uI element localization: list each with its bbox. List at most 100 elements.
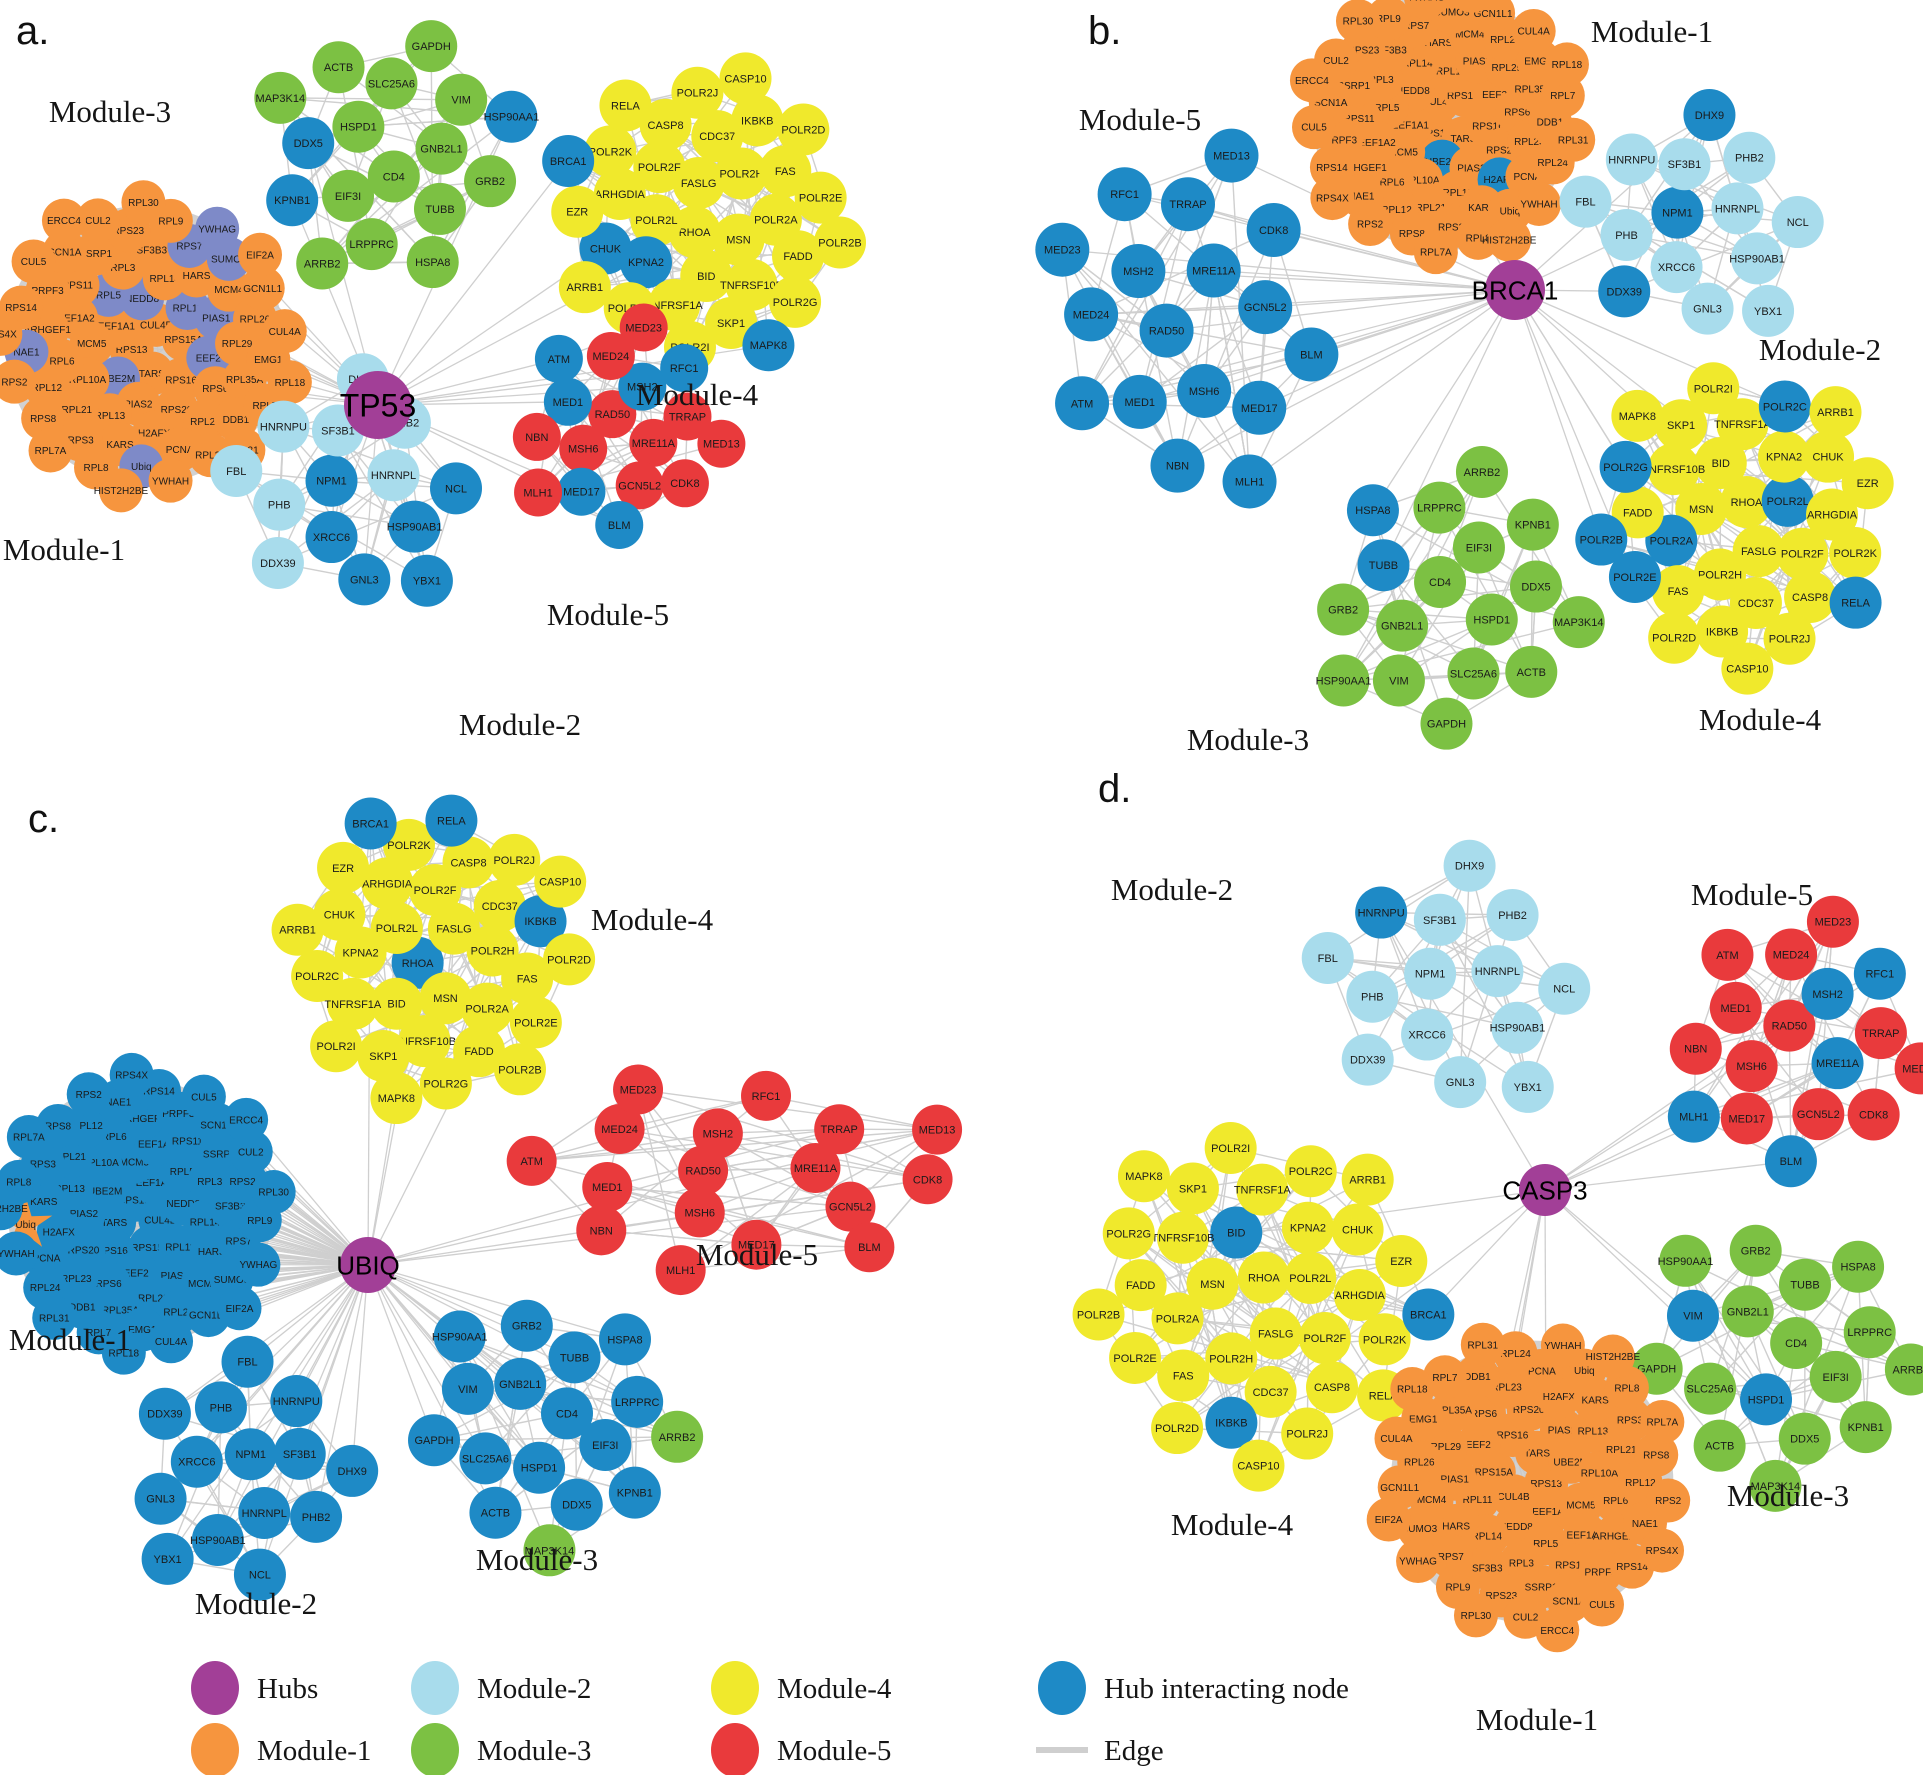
node-ERCC4[interactable]: ERCC4	[1289, 58, 1334, 103]
hub-node-CASP3[interactable]: CASP3	[1502, 1164, 1588, 1216]
node-CASP10[interactable]: CASP10	[719, 52, 772, 105]
node-TRRAP[interactable]: TRRAP	[1854, 1007, 1907, 1060]
node-DDX5[interactable]: DDX5	[1509, 560, 1562, 613]
node-POLR2I[interactable]: POLR2I	[1687, 362, 1740, 415]
node-HNRNPL[interactable]: HNRNPL	[1711, 182, 1764, 235]
node-CDK8[interactable]: CDK8	[902, 1154, 953, 1205]
node-RPL7A[interactable]: RPL7A	[1413, 230, 1458, 275]
node-SKP1[interactable]: SKP1	[1166, 1162, 1219, 1215]
node-HNRNPL[interactable]: HNRNPL	[1471, 945, 1524, 998]
node-RPS4X[interactable]: RPS4X	[1310, 176, 1355, 221]
node-RPL18[interactable]: RPL18	[267, 360, 312, 405]
node-PHB[interactable]: PHB	[194, 1381, 247, 1434]
node-BRCA1[interactable]: BRCA1	[1402, 1288, 1455, 1341]
node-HNRNPU[interactable]: HNRNPU	[257, 400, 310, 453]
node-KPNB1[interactable]: KPNB1	[1839, 1401, 1892, 1454]
node-NCL[interactable]: NCL	[430, 462, 483, 515]
node-DDX5[interactable]: DDX5	[550, 1478, 603, 1531]
node-GNL3[interactable]: GNL3	[1434, 1056, 1487, 1109]
node-GRB2[interactable]: GRB2	[464, 155, 517, 208]
node-RAD50[interactable]: RAD50	[1139, 303, 1194, 358]
node-RPL30[interactable]: RPL30	[1453, 1593, 1498, 1638]
node-EIF2A[interactable]: EIF2A	[217, 1286, 262, 1331]
node-GAPDH[interactable]: GAPDH	[405, 20, 458, 73]
node-HSPD1[interactable]: HSPD1	[332, 100, 385, 153]
node-MAP3K14[interactable]: MAP3K14	[254, 71, 307, 124]
node-CASP10[interactable]: CASP10	[1232, 1439, 1285, 1492]
node-RPL7A[interactable]: RPL7A	[28, 428, 73, 473]
node-SF3B1[interactable]: SF3B1	[1413, 893, 1466, 946]
node-DDX5[interactable]: DDX5	[282, 117, 335, 170]
node-POLR2D[interactable]: POLR2D	[1648, 611, 1701, 664]
node-MAP3K14[interactable]: MAP3K14	[1552, 596, 1605, 649]
node-BLM[interactable]: BLM	[1284, 327, 1339, 382]
node-MSH6[interactable]: MSH6	[674, 1187, 725, 1238]
node-POLR2E[interactable]: POLR2E	[509, 996, 562, 1049]
node-TUBB[interactable]: TUBB	[413, 182, 466, 235]
node-MED17[interactable]: MED17	[557, 467, 606, 516]
node-GNL3[interactable]: GNL3	[134, 1472, 187, 1525]
node-YWHAG[interactable]: YWHAG	[1396, 1539, 1441, 1584]
node-NBN[interactable]: NBN	[1669, 1022, 1722, 1075]
node-CUL5[interactable]: CUL5	[1291, 105, 1336, 150]
node-POLR2J[interactable]: POLR2J	[1281, 1407, 1334, 1460]
node-RPS2[interactable]: RPS2	[1646, 1478, 1691, 1523]
node-CUL5[interactable]: CUL5	[181, 1074, 226, 1119]
node-EIF2A[interactable]: EIF2A	[238, 232, 283, 277]
node-ACTB[interactable]: ACTB	[1505, 645, 1558, 698]
node-RPL18[interactable]: RPL18	[1544, 42, 1589, 87]
node-CASP10[interactable]: CASP10	[534, 855, 587, 908]
node-XRCC6[interactable]: XRCC6	[1401, 1008, 1454, 1061]
node-POLR2F[interactable]: POLR2F	[1298, 1312, 1351, 1365]
node-GNL3[interactable]: GNL3	[338, 553, 391, 606]
node-PHB[interactable]: PHB	[253, 478, 306, 531]
node-PHB2[interactable]: PHB2	[1723, 131, 1776, 184]
node-POLR2B[interactable]: POLR2B	[1575, 513, 1628, 566]
node-POLR2L[interactable]: POLR2L	[1761, 474, 1814, 527]
node-HNRNPL[interactable]: HNRNPL	[238, 1486, 291, 1539]
node-SLC25A6[interactable]: SLC25A6	[365, 57, 418, 110]
node-DHX9[interactable]: DHX9	[326, 1444, 379, 1497]
node-NCL[interactable]: NCL	[1538, 962, 1591, 1015]
node-FBL[interactable]: FBL	[221, 1335, 274, 1388]
node-TRRAP[interactable]: TRRAP	[1160, 177, 1215, 232]
node-HSPA8[interactable]: HSPA8	[1346, 484, 1399, 537]
node-POLR2D[interactable]: POLR2D	[777, 103, 830, 156]
node-GNB2L1[interactable]: GNB2L1	[494, 1357, 547, 1410]
node-ARRB2[interactable]: ARRB2	[651, 1410, 704, 1463]
node-ARRB1[interactable]: ARRB1	[1341, 1153, 1394, 1206]
node-NBN[interactable]: NBN	[512, 412, 561, 461]
node-RPS2[interactable]: RPS2	[1348, 201, 1393, 246]
node-KPNA2[interactable]: KPNA2	[1281, 1201, 1334, 1254]
node-EIF2A[interactable]: EIF2A	[1366, 1497, 1411, 1542]
node-LRPPRC[interactable]: LRPPRC	[345, 218, 398, 271]
node-MLH1[interactable]: MLH1	[1667, 1090, 1720, 1143]
node-POLR2G[interactable]: POLR2G	[769, 275, 822, 328]
node-HSP90AA1[interactable]: HSP90AA1	[484, 90, 540, 143]
node-SLC25A6[interactable]: SLC25A6	[1447, 647, 1500, 700]
node-CASP8[interactable]: CASP8	[1305, 1361, 1358, 1414]
node-CDK8[interactable]: CDK8	[1246, 203, 1301, 258]
node-LRPPRC[interactable]: LRPPRC	[1413, 481, 1466, 534]
node-POLR2J[interactable]: POLR2J	[488, 833, 541, 886]
node-ARRB2[interactable]: ARRB2	[1455, 445, 1508, 498]
node-EZR[interactable]: EZR	[1375, 1235, 1428, 1288]
node-POLR2E[interactable]: POLR2E	[794, 171, 847, 224]
node-ARRB1[interactable]: ARRB1	[558, 261, 611, 314]
node-CHUK[interactable]: CHUK	[1331, 1203, 1384, 1256]
node-EIF3I[interactable]: EIF3I	[1452, 521, 1505, 574]
node-PHB2[interactable]: PHB2	[290, 1490, 343, 1543]
node-GCN5L2[interactable]: GCN5L2	[1238, 280, 1293, 335]
node-NPM1[interactable]: NPM1	[1651, 186, 1704, 239]
node-HSPD1[interactable]: HSPD1	[1740, 1373, 1793, 1426]
node-MED13[interactable]: MED13	[912, 1104, 963, 1155]
node-KPNB1[interactable]: KPNB1	[608, 1466, 661, 1519]
node-BRCA1[interactable]: BRCA1	[344, 797, 397, 850]
node-GNL3[interactable]: GNL3	[1681, 282, 1734, 335]
node-RFC1[interactable]: RFC1	[741, 1070, 792, 1121]
node-HSP90AA1[interactable]: HSP90AA1	[1658, 1234, 1714, 1287]
node-MED1[interactable]: MED1	[582, 1162, 633, 1213]
node-ATM[interactable]: ATM	[534, 334, 583, 383]
node-MAPK8[interactable]: MAPK8	[1611, 389, 1664, 442]
node-MSH2[interactable]: MSH2	[1111, 244, 1166, 299]
